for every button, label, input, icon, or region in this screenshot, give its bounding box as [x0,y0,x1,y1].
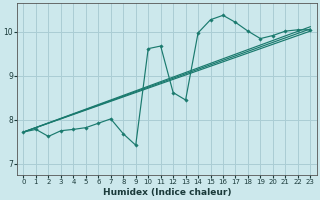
X-axis label: Humidex (Indice chaleur): Humidex (Indice chaleur) [103,188,231,197]
